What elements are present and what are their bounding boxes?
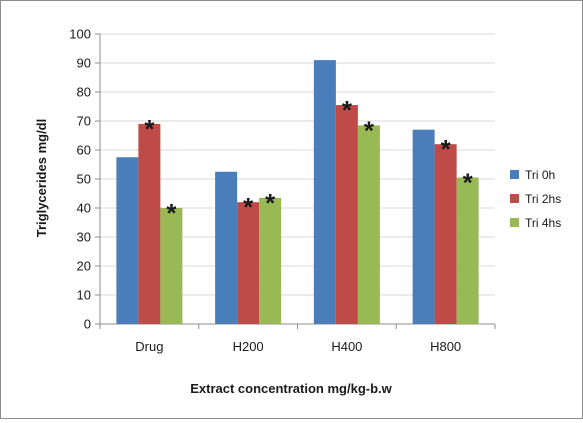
y-tick-label: 40 [77, 201, 91, 216]
y-tick-label: 20 [77, 259, 91, 274]
bar [116, 157, 139, 324]
legend-swatch [510, 218, 519, 227]
legend-label: Tri 0h [525, 168, 555, 182]
bar [357, 125, 380, 324]
significance-marker: * [342, 95, 353, 125]
x-tick-label: Drug [135, 339, 163, 354]
x-tick-label: H800 [430, 339, 461, 354]
labels: 0 10 20 30 40 50 60 70 80 90 100 Drug * * H200 * * H400 * *… [69, 27, 473, 355]
bars [116, 60, 479, 325]
significance-marker: * [265, 188, 276, 218]
x-tick-label: H200 [233, 339, 264, 354]
significance-marker: * [364, 115, 375, 145]
significance-marker: * [144, 114, 155, 144]
legend-swatch [510, 170, 519, 179]
y-tick-label: 90 [77, 56, 91, 71]
y-tick-label: 100 [69, 27, 91, 42]
bar [335, 105, 358, 324]
bar [412, 129, 435, 324]
y-tick-label: 10 [77, 288, 91, 303]
significance-marker: * [166, 198, 177, 228]
legend-label: Tri 2hs [525, 192, 561, 206]
bar [237, 202, 260, 324]
bar [456, 177, 479, 324]
bar [215, 171, 238, 324]
y-tick-label: 30 [77, 230, 91, 245]
bar [160, 208, 183, 324]
significance-marker: * [441, 134, 452, 164]
legend-label: Tri 4hs [525, 216, 561, 230]
legend: Tri 0h Tri 2hs Tri 4hs [510, 168, 561, 230]
x-axis-title: Extract concentration mg/kg-b.w [190, 381, 392, 396]
bar [313, 60, 336, 324]
y-tick-label: 70 [77, 114, 91, 129]
y-tick-label: 50 [77, 172, 91, 187]
y-tick-label: 60 [77, 143, 91, 158]
significance-marker: * [243, 192, 254, 222]
bar [138, 123, 161, 325]
y-tick-label: 80 [77, 85, 91, 100]
x-tick-label: H400 [331, 339, 362, 354]
bar [259, 197, 282, 324]
y-tick-label: 0 [84, 317, 91, 332]
bar [434, 144, 457, 324]
y-axis-title: Triglycerides mg/dl [34, 119, 49, 238]
significance-marker: * [463, 168, 474, 198]
legend-swatch [510, 194, 519, 203]
